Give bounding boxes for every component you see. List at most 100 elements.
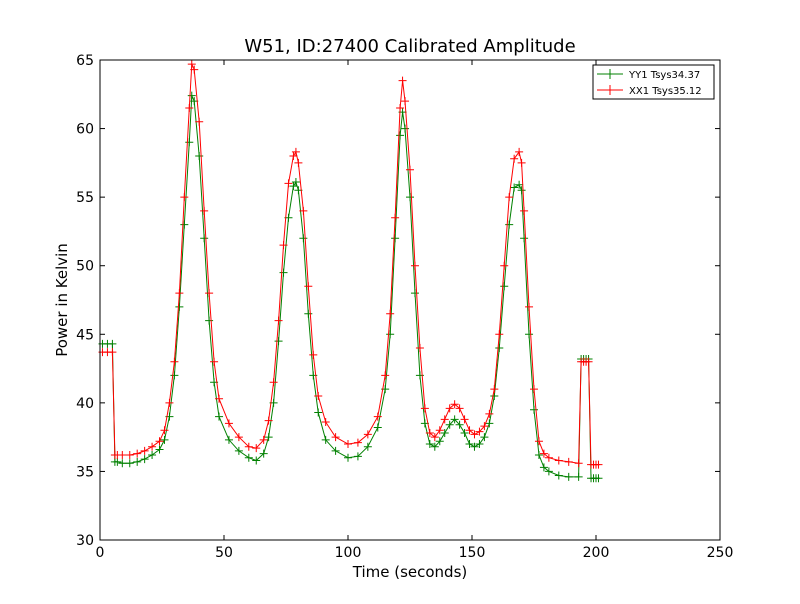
data-point-0 <box>495 344 504 352</box>
data-point-1 <box>170 357 179 366</box>
data-point-1 <box>396 104 405 112</box>
data-point-1 <box>525 302 534 311</box>
data-point-1 <box>500 261 509 270</box>
data-point-1 <box>331 433 340 442</box>
data-point-0 <box>331 446 340 455</box>
data-point-1 <box>440 415 449 424</box>
data-point-0 <box>500 282 509 291</box>
data-point-0 <box>435 437 444 446</box>
data-point-1 <box>180 193 189 202</box>
x-tick-label: 0 <box>96 545 105 561</box>
data-point-1 <box>215 394 224 403</box>
data-point-0 <box>480 433 489 442</box>
legend-marker-yy1 <box>605 69 615 79</box>
data-point-1 <box>381 371 390 380</box>
data-point-0 <box>465 440 474 448</box>
data-point-1 <box>406 165 414 174</box>
legend-entry-yy1: YY1 Tsys34.37 <box>597 69 700 81</box>
data-point-1 <box>398 76 407 85</box>
data-point-0 <box>148 450 157 459</box>
data-point-1 <box>133 449 142 458</box>
y-tick-label: 40 <box>76 396 94 412</box>
data-point-0 <box>525 330 534 339</box>
data-point-0 <box>118 459 127 468</box>
data-point-0 <box>530 405 538 414</box>
data-point-1 <box>224 419 233 428</box>
series-line-0 <box>102 95 599 479</box>
data-point-1 <box>401 97 410 106</box>
data-point-0 <box>344 453 352 462</box>
data-point-1 <box>200 206 209 215</box>
data-point-1 <box>517 158 526 167</box>
data-point-0 <box>475 440 484 448</box>
data-point-1 <box>294 158 303 167</box>
x-tick-label: 250 <box>707 545 734 561</box>
data-point-1 <box>539 449 548 458</box>
y-tick-label: 55 <box>76 190 94 206</box>
x-axis-ticks: 0 50 100 150 200 250 <box>96 60 734 561</box>
data-point-0 <box>274 337 283 346</box>
data-point-0 <box>252 456 261 465</box>
data-point-0 <box>264 433 273 442</box>
y-tick-label: 65 <box>76 53 94 69</box>
y-tick-label: 45 <box>76 327 94 343</box>
data-point-1 <box>309 350 318 359</box>
data-point-0 <box>406 193 414 202</box>
data-point-1 <box>175 289 184 298</box>
data-point-1 <box>391 213 400 222</box>
data-point-0 <box>460 429 469 438</box>
data-point-0 <box>244 453 253 462</box>
data-point-1 <box>353 438 362 447</box>
data-point-1 <box>410 261 419 270</box>
chart-title: W51, ID:27400 Calibrated Amplitude <box>244 36 575 57</box>
data-point-1 <box>534 437 543 446</box>
data-point-0 <box>396 131 405 140</box>
data-point-0 <box>175 302 184 311</box>
data-point-0 <box>185 138 194 147</box>
data-point-1 <box>510 154 519 163</box>
data-point-1 <box>435 426 444 435</box>
data-point-1 <box>480 422 489 431</box>
data-point-1 <box>155 437 164 446</box>
data-point-1 <box>244 442 253 451</box>
data-point-1 <box>304 282 313 291</box>
data-point-1 <box>291 147 300 156</box>
data-point-1 <box>187 60 196 69</box>
x-tick-label: 150 <box>459 545 486 561</box>
data-point-0 <box>515 180 524 189</box>
data-point-1 <box>450 400 459 409</box>
data-point-0 <box>391 234 400 243</box>
series-0 <box>98 91 603 483</box>
data-point-0 <box>289 182 298 191</box>
data-point-1 <box>490 385 499 394</box>
data-point-0 <box>234 446 243 455</box>
data-point-0 <box>363 442 372 451</box>
data-point-1 <box>289 152 298 160</box>
data-point-1 <box>205 289 214 298</box>
x-tick-label: 100 <box>335 545 362 561</box>
data-point-1 <box>264 416 273 425</box>
data-point-0 <box>534 450 543 459</box>
data-point-1 <box>495 330 504 339</box>
data-point-0 <box>594 474 603 483</box>
data-point-1 <box>314 392 323 400</box>
data-point-0 <box>195 152 204 160</box>
data-point-0 <box>353 452 362 461</box>
data-point-0 <box>517 186 526 195</box>
x-tick-label: 50 <box>215 545 233 561</box>
data-point-0 <box>125 459 134 468</box>
data-point-1 <box>425 429 434 438</box>
data-point-0 <box>455 420 464 429</box>
data-point-1 <box>160 426 169 435</box>
data-point-0 <box>401 124 410 133</box>
data-point-1 <box>564 457 573 466</box>
data-point-0 <box>430 442 439 451</box>
data-point-1 <box>148 442 157 451</box>
data-point-0 <box>373 423 382 432</box>
data-point-0 <box>113 457 122 466</box>
data-point-0 <box>321 435 330 444</box>
data-point-0 <box>187 91 196 100</box>
data-point-0 <box>505 220 514 229</box>
